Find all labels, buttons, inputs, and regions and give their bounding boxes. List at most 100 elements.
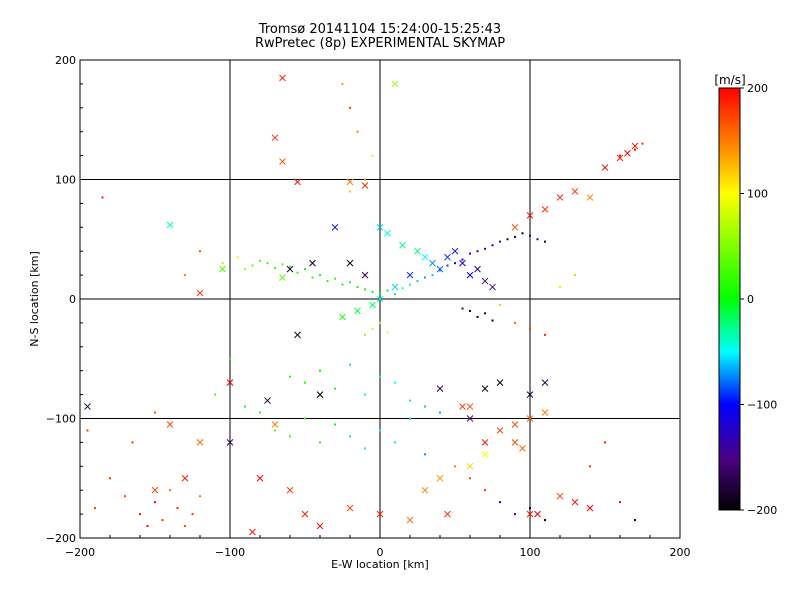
y-axis-label: N-S location [km] <box>28 251 41 347</box>
x-tick-label: 200 <box>670 546 691 559</box>
data-point-dot <box>356 286 359 289</box>
colorbar-tick-label: 200 <box>747 82 768 95</box>
data-point-dot <box>424 453 426 456</box>
data-point-dot <box>589 465 591 468</box>
chart-title: Tromsø 20141104 15:24:00-15:25:43 <box>258 22 502 37</box>
data-point-dot <box>289 375 291 378</box>
colorbar <box>718 87 741 511</box>
colorbar-ticks: 200 100 0 −100 −200 <box>740 82 777 517</box>
data-point-dot <box>371 327 374 330</box>
data-point-cross <box>436 385 444 392</box>
data-point-cross <box>196 289 204 297</box>
data-point-cross <box>631 142 639 150</box>
data-point-cross <box>226 379 234 387</box>
data-point-cross <box>511 421 519 428</box>
data-point-dot <box>334 387 336 390</box>
data-point-cross <box>541 409 549 416</box>
data-point-cross <box>556 492 564 500</box>
data-point-cross <box>369 301 376 309</box>
data-point-dot <box>244 405 246 408</box>
data-point-cross <box>624 149 631 157</box>
data-point-cross <box>466 415 474 422</box>
data-point-cross <box>526 211 534 219</box>
data-point-dot <box>529 234 531 237</box>
y-tick-label: −100 <box>46 413 76 426</box>
data-point-cross <box>279 274 286 281</box>
data-point-cross <box>481 439 489 446</box>
data-point-dot <box>214 393 216 396</box>
data-point-cross <box>466 271 474 279</box>
data-point-cross <box>309 259 316 267</box>
data-point-cross <box>279 74 286 82</box>
data-point-dot <box>319 369 321 372</box>
data-point-cross <box>346 178 354 186</box>
data-point-dot <box>439 269 441 272</box>
data-point-dot <box>319 274 321 277</box>
data-point-cross <box>271 134 279 142</box>
data-point-dot <box>221 262 224 265</box>
data-point-dot <box>169 489 171 492</box>
data-point-dot <box>296 271 299 274</box>
data-point-dot <box>454 465 456 468</box>
data-point-dot <box>416 280 419 283</box>
data-point-dot <box>364 288 366 291</box>
data-point-dot <box>491 319 494 322</box>
data-point-cross <box>286 265 294 273</box>
y-tick-label: 100 <box>55 174 76 187</box>
data-point-dot <box>469 252 471 255</box>
data-point-dot <box>484 489 486 492</box>
data-point-dot <box>289 265 291 268</box>
data-point-dot <box>619 154 621 157</box>
data-point-cross <box>541 206 549 213</box>
data-point-dot <box>394 293 396 296</box>
data-point-cross <box>586 504 594 512</box>
data-point-dot <box>251 264 254 267</box>
data-point-cross <box>459 259 466 267</box>
data-point-dot <box>341 82 344 85</box>
data-point-dot <box>499 501 501 504</box>
data-point-dot <box>349 190 351 193</box>
data-point-dot <box>476 315 479 318</box>
data-point-dot <box>634 148 636 151</box>
data-point-cross <box>466 462 474 470</box>
data-point-cross <box>444 253 451 261</box>
data-point-cross <box>196 439 204 446</box>
data-point-dot <box>439 411 441 414</box>
data-point-cross <box>399 241 406 249</box>
data-point-dot <box>371 154 374 157</box>
data-point-dot <box>469 477 471 480</box>
data-point-dot <box>146 525 149 528</box>
data-point-dot <box>401 287 404 290</box>
data-point-cross <box>166 221 174 229</box>
data-point-cross <box>226 439 234 446</box>
data-point-dot <box>364 178 366 181</box>
data-point-dot <box>364 333 366 336</box>
data-point-cross <box>286 486 294 494</box>
data-point-dot <box>499 240 501 243</box>
data-point-dot <box>109 477 111 480</box>
data-point-cross <box>264 397 271 404</box>
data-point-cross <box>361 182 369 189</box>
data-point-dot <box>289 435 291 438</box>
data-point-dot <box>641 142 644 145</box>
data-point-cross <box>571 188 579 195</box>
data-point-dot <box>274 266 276 269</box>
data-point-cross <box>601 164 609 171</box>
data-point-dot <box>334 277 336 280</box>
data-point-dot <box>319 441 321 444</box>
data-point-dot <box>394 441 396 444</box>
data-point-cross <box>391 283 399 291</box>
data-point-dot <box>469 309 471 312</box>
data-point-cross <box>376 510 384 518</box>
y-tick-label: −200 <box>46 532 76 545</box>
data-point-cross <box>436 265 444 273</box>
data-point-dot <box>544 519 546 522</box>
colorbar-tick-label: 0 <box>747 293 754 306</box>
data-point-dot <box>424 405 426 408</box>
data-point-dot <box>514 513 516 516</box>
data-point-dot <box>536 238 539 241</box>
data-point-cross <box>331 223 339 231</box>
data-point-cross <box>429 259 436 267</box>
data-point-cross <box>421 486 429 494</box>
